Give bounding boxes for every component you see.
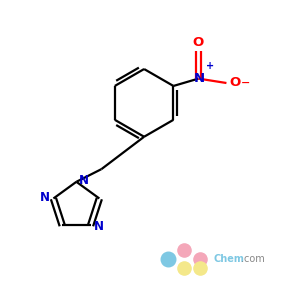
Text: −: − [241, 77, 250, 87]
Text: +: + [206, 61, 214, 71]
Point [198, 266, 203, 271]
Point [182, 266, 186, 271]
Text: O: O [229, 76, 240, 89]
Text: N: N [194, 71, 205, 85]
Text: N: N [94, 220, 104, 233]
Point [165, 256, 170, 261]
Text: N: N [79, 174, 89, 187]
Text: Chem: Chem [213, 254, 244, 264]
Text: N: N [40, 190, 50, 203]
Point [182, 248, 186, 253]
Point [198, 256, 203, 261]
Text: O: O [193, 36, 204, 49]
Text: .com: .com [241, 254, 265, 264]
